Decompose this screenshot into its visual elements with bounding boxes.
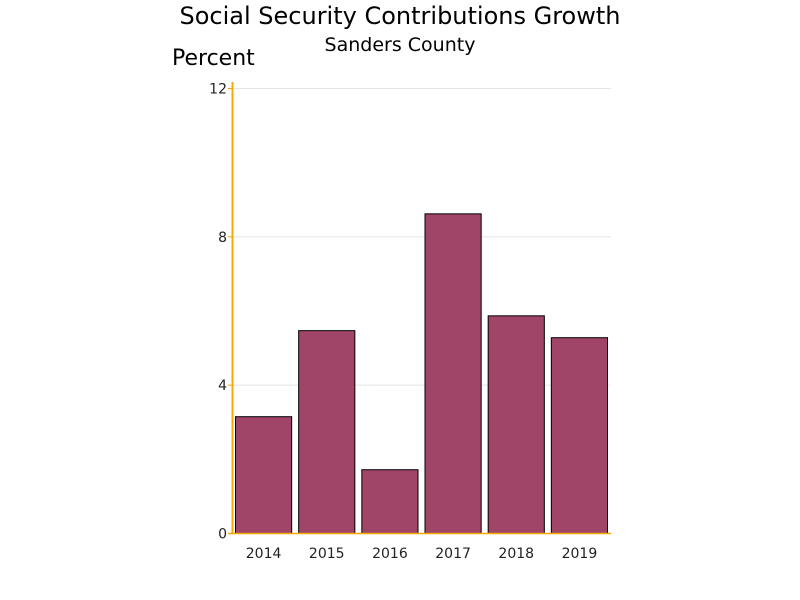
- x-tick-label: 2014: [246, 546, 282, 562]
- y-tick-label: 4: [218, 378, 227, 394]
- bar-2014: [235, 416, 293, 534]
- x-tick-label: 2019: [562, 546, 598, 562]
- chart-title: Social Security Contributions Growth: [179, 2, 621, 30]
- y-tick-label: 0: [218, 527, 227, 543]
- bar-2019: [550, 337, 608, 535]
- bar-2015: [298, 330, 356, 535]
- bar-2016: [361, 469, 419, 535]
- x-tick-label: 2016: [372, 546, 408, 562]
- chart-subtitle: Sanders County: [324, 34, 476, 56]
- bar-2017: [424, 213, 482, 534]
- bar-2018: [487, 315, 545, 534]
- y-tick-label: 8: [218, 230, 227, 246]
- x-tick-label: 2018: [498, 546, 534, 562]
- x-tick-label: 2015: [309, 546, 345, 562]
- y-tick-label: 12: [209, 82, 227, 98]
- y-axis-label: Percent: [172, 46, 255, 71]
- x-tick-label: 2017: [435, 546, 471, 562]
